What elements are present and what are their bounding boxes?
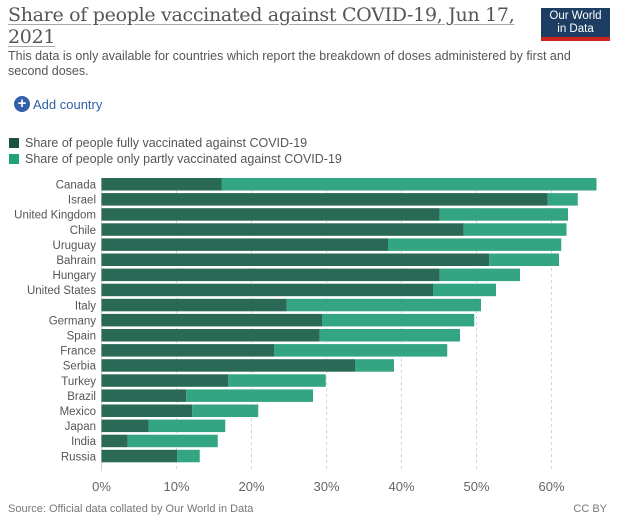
x-tick-label: 60% [538, 479, 564, 492]
bar-partly-vaccinated[interactable] [433, 283, 496, 297]
bar-partly-vaccinated[interactable] [228, 374, 326, 387]
bar-fully-vaccinated[interactable] [101, 193, 548, 206]
legend-label-fully: Share of people fully vaccinated against… [25, 136, 308, 150]
bar-fully-vaccinated[interactable] [101, 253, 490, 267]
bar-partly-vaccinated[interactable] [186, 389, 313, 402]
category-label: Spain [67, 331, 96, 343]
category-label: Brazil [67, 391, 96, 403]
bar-partly-vaccinated[interactable] [319, 329, 460, 342]
bar-fully-vaccinated[interactable] [101, 283, 434, 297]
x-tick-label: 40% [388, 479, 414, 492]
x-tick-label: 0% [92, 479, 111, 492]
bar-partly-vaccinated[interactable] [127, 434, 218, 448]
category-label: Chile [70, 225, 96, 237]
bar-fully-vaccinated[interactable] [101, 238, 389, 251]
logo-line-2: in Data [557, 23, 594, 35]
bar-partly-vaccinated[interactable] [388, 238, 562, 251]
bar-partly-vaccinated[interactable] [148, 419, 226, 433]
category-label: France [60, 346, 96, 358]
bar-partly-vaccinated[interactable] [286, 298, 481, 312]
category-label: Bahrain [56, 255, 96, 267]
category-label: Japan [65, 421, 96, 433]
category-label: United Kingdom [14, 210, 96, 222]
bar-fully-vaccinated[interactable] [101, 268, 440, 282]
plus-circle-icon: + [14, 96, 30, 112]
bar-fully-vaccinated[interactable] [101, 359, 356, 372]
bar-fully-vaccinated[interactable] [101, 449, 178, 463]
category-label: Germany [49, 315, 97, 327]
category-label: Israel [68, 195, 96, 207]
bar-fully-vaccinated[interactable] [101, 208, 440, 221]
bar-partly-vaccinated[interactable] [439, 268, 520, 282]
bar-fully-vaccinated[interactable] [101, 389, 187, 402]
bar-fully-vaccinated[interactable] [101, 313, 323, 327]
bar-partly-vaccinated[interactable] [221, 178, 597, 191]
category-label: Canada [56, 180, 97, 192]
source-note: Source: Official data collated by Our Wo… [8, 503, 254, 515]
bar-fully-vaccinated[interactable] [101, 434, 128, 448]
bar-fully-vaccinated[interactable] [101, 419, 149, 433]
owid-logo[interactable]: Our World in Data [541, 8, 610, 41]
legend: Share of people fully vaccinated against… [9, 135, 342, 167]
legend-label-partly: Share of people only partly vaccinated a… [25, 152, 342, 166]
bar-fully-vaccinated[interactable] [101, 404, 193, 418]
bar-fully-vaccinated[interactable] [101, 344, 275, 357]
category-label: Hungary [53, 270, 97, 282]
bar-partly-vaccinated[interactable] [322, 313, 475, 327]
bar-partly-vaccinated[interactable] [274, 344, 448, 357]
x-tick-label: 20% [238, 479, 264, 492]
chart-subtitle: This data is only available for countrie… [8, 49, 571, 78]
bar-fully-vaccinated[interactable] [101, 223, 464, 236]
bar-fully-vaccinated[interactable] [101, 374, 229, 387]
bar-partly-vaccinated[interactable] [489, 253, 559, 267]
legend-item-partly[interactable]: Share of people only partly vaccinated a… [9, 151, 342, 167]
category-label: Italy [75, 300, 96, 312]
category-label: Uruguay [53, 240, 97, 252]
chart-title[interactable]: Share of people vaccinated against COVID… [8, 4, 515, 48]
bar-partly-vaccinated[interactable] [177, 449, 200, 463]
logo-line-1: Our World [549, 10, 602, 22]
bar-partly-vaccinated[interactable] [355, 359, 394, 372]
category-label: Russia [61, 451, 97, 463]
category-label: Mexico [60, 406, 96, 418]
bar-chart: 0% 10% 20% 30% 40% 50% 60% Canada Israel United K… [14, 178, 597, 492]
x-tick-label: 50% [463, 479, 489, 492]
bar-partly-vaccinated[interactable] [463, 223, 567, 236]
add-country-button[interactable]: + Add country [14, 96, 102, 112]
legend-swatch-partly [9, 154, 19, 164]
bar-fully-vaccinated[interactable] [101, 298, 287, 312]
category-label: India [71, 436, 97, 448]
category-label: Serbia [63, 361, 97, 373]
category-label: Turkey [61, 376, 96, 388]
x-tick-label: 10% [163, 479, 189, 492]
bar-partly-vaccinated[interactable] [547, 193, 578, 206]
category-label: United States [27, 285, 96, 297]
bar-fully-vaccinated[interactable] [101, 329, 320, 342]
legend-item-fully[interactable]: Share of people fully vaccinated against… [9, 135, 342, 151]
bar-partly-vaccinated[interactable] [439, 208, 568, 221]
bar-partly-vaccinated[interactable] [192, 404, 259, 418]
license-link[interactable]: CC BY [573, 503, 607, 515]
bar-fully-vaccinated[interactable] [101, 178, 222, 191]
add-country-label: Add country [33, 96, 103, 112]
x-tick-label: 30% [313, 479, 339, 492]
legend-swatch-fully [9, 138, 19, 148]
